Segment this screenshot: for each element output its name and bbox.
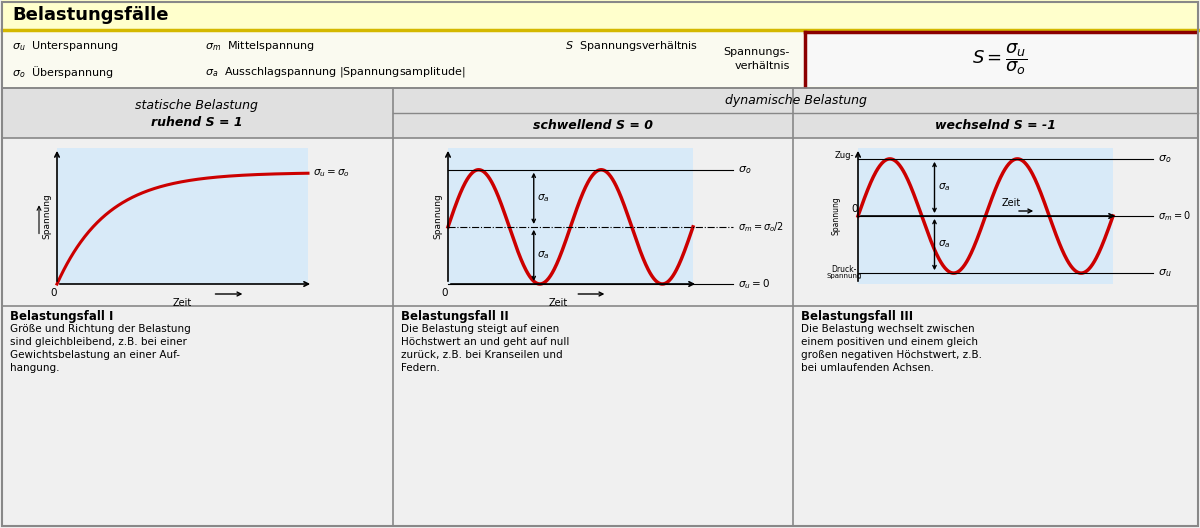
Text: $\sigma_m = 0$: $\sigma_m = 0$ xyxy=(1158,209,1190,223)
Text: $\sigma_o$  Überspannung: $\sigma_o$ Überspannung xyxy=(12,64,114,80)
Text: einem positiven und einem gleich: einem positiven und einem gleich xyxy=(802,337,978,347)
Text: $\sigma_u$  Unterspannung: $\sigma_u$ Unterspannung xyxy=(12,39,119,53)
Text: Höchstwert an und geht auf null: Höchstwert an und geht auf null xyxy=(401,337,569,347)
Text: $\sigma_o$: $\sigma_o$ xyxy=(1158,153,1171,165)
Text: 0: 0 xyxy=(442,288,449,298)
Text: $\sigma_o$: $\sigma_o$ xyxy=(738,164,751,176)
Text: $\sigma_a$: $\sigma_a$ xyxy=(536,250,550,261)
Text: $\sigma_a$  Ausschlagspannung |Spannungsamplitude|: $\sigma_a$ Ausschlagspannung |Spannungsa… xyxy=(205,65,466,79)
Text: hangung.: hangung. xyxy=(10,363,60,373)
Text: $S$  Spannungsverhältnis: $S$ Spannungsverhältnis xyxy=(565,39,698,53)
Text: wechselnd S = -1: wechselnd S = -1 xyxy=(935,119,1056,132)
Text: Zeit: Zeit xyxy=(173,298,192,308)
Text: Zeit: Zeit xyxy=(1002,198,1021,208)
Text: $\sigma_u = \sigma_o$: $\sigma_u = \sigma_o$ xyxy=(313,167,350,179)
Text: ruhend S = 1: ruhend S = 1 xyxy=(151,116,242,128)
Text: Die Belastung steigt auf einen: Die Belastung steigt auf einen xyxy=(401,324,559,334)
Text: schwellend S = 0: schwellend S = 0 xyxy=(533,119,653,132)
Bar xyxy=(2,30,1198,88)
Text: zurück, z.B. bei Kranseilen und: zurück, z.B. bei Kranseilen und xyxy=(401,350,563,360)
Bar xyxy=(448,148,694,284)
Text: Druck-: Druck- xyxy=(832,265,857,274)
Text: sind gleichbleibend, z.B. bei einer: sind gleichbleibend, z.B. bei einer xyxy=(10,337,187,347)
Text: Spannung: Spannung xyxy=(433,193,443,239)
Text: Federn.: Federn. xyxy=(401,363,440,373)
Text: $\sigma_a$: $\sigma_a$ xyxy=(937,182,950,193)
Text: $\sigma_u = 0$: $\sigma_u = 0$ xyxy=(738,277,770,291)
Bar xyxy=(58,148,308,284)
Text: $\sigma_m = \sigma_o/2$: $\sigma_m = \sigma_o/2$ xyxy=(738,220,784,234)
Text: Größe und Richtung der Belastung: Größe und Richtung der Belastung xyxy=(10,324,191,334)
Text: dynamische Belastung: dynamische Belastung xyxy=(725,94,866,107)
Text: bei umlaufenden Achsen.: bei umlaufenden Achsen. xyxy=(802,363,934,373)
Text: großen negativen Höchstwert, z.B.: großen negativen Höchstwert, z.B. xyxy=(802,350,982,360)
Text: 0: 0 xyxy=(50,288,58,298)
Text: Spannung: Spannung xyxy=(827,273,862,279)
Text: Spannung: Spannung xyxy=(42,193,52,239)
Bar xyxy=(2,0,1198,30)
Text: $\sigma_u$: $\sigma_u$ xyxy=(1158,267,1171,279)
Text: Spannungs-
verhältnis: Spannungs- verhältnis xyxy=(724,46,790,71)
Bar xyxy=(805,32,1195,86)
Text: $\sigma_a$: $\sigma_a$ xyxy=(536,192,550,204)
Text: Spannung: Spannung xyxy=(832,196,840,235)
Text: $S = \dfrac{\sigma_u}{\sigma_o}$: $S = \dfrac{\sigma_u}{\sigma_o}$ xyxy=(972,41,1027,77)
Text: $\sigma_m$  Mittelspannung: $\sigma_m$ Mittelspannung xyxy=(205,39,314,53)
Bar xyxy=(858,148,1114,284)
Text: Zeit: Zeit xyxy=(548,298,568,308)
Text: Belastungsfälle: Belastungsfälle xyxy=(12,6,168,24)
Text: 0: 0 xyxy=(852,204,858,214)
Text: Belastungsfall II: Belastungsfall II xyxy=(401,310,509,323)
Text: $\sigma_a$: $\sigma_a$ xyxy=(937,239,950,250)
Text: statische Belastung: statische Belastung xyxy=(136,99,258,112)
Bar xyxy=(2,88,1198,138)
Text: Belastungsfall III: Belastungsfall III xyxy=(802,310,913,323)
Text: Belastungsfall I: Belastungsfall I xyxy=(10,310,113,323)
Text: Gewichtsbelastung an einer Auf-: Gewichtsbelastung an einer Auf- xyxy=(10,350,180,360)
Text: Die Belastung wechselt zwischen: Die Belastung wechselt zwischen xyxy=(802,324,974,334)
Text: Zug-: Zug- xyxy=(834,152,853,161)
